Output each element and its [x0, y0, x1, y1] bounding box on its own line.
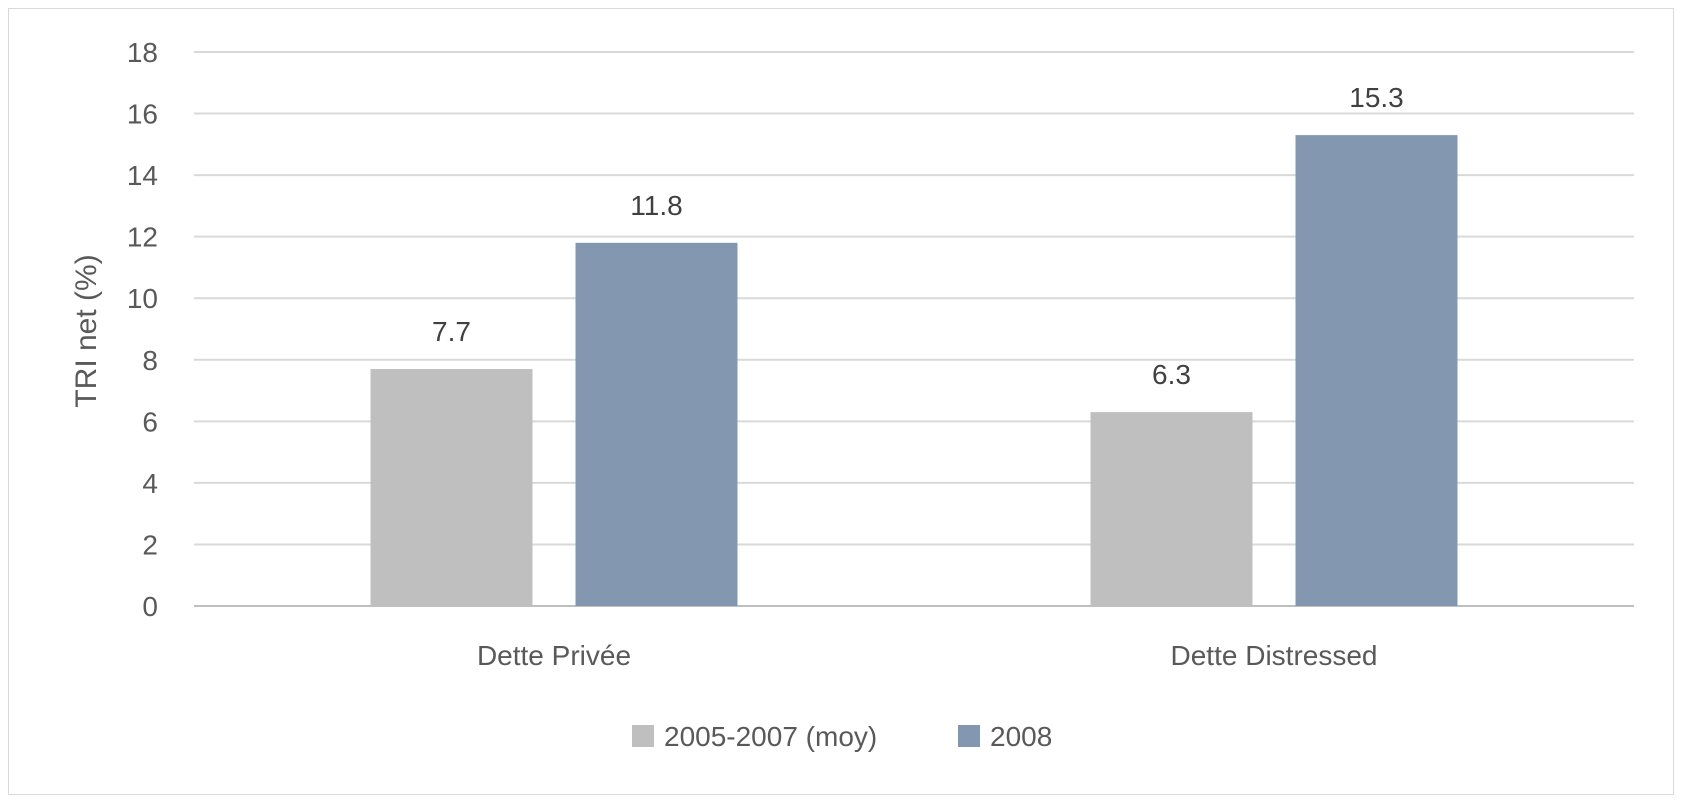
bar — [1295, 135, 1458, 606]
x-category-label: Dette Distressed — [1171, 640, 1378, 671]
y-axis-title: TRI net (%) — [70, 254, 103, 407]
bar — [575, 242, 738, 607]
legend-swatch — [632, 725, 654, 747]
bar — [370, 369, 533, 606]
bar — [1090, 412, 1253, 606]
y-tick-label: 2 — [142, 529, 158, 560]
legend: 2005-2007 (moy) 2008 — [632, 721, 1052, 752]
x-axis-categories: Dette Privée Dette Distressed — [477, 640, 1378, 671]
data-labels: 7.7 11.8 6.3 15.3 — [432, 82, 1404, 390]
y-tick-label: 0 — [142, 591, 158, 622]
y-axis-ticks: 0 2 4 6 8 10 12 14 16 18 — [127, 37, 158, 622]
y-tick-label: 10 — [127, 283, 158, 314]
y-tick-label: 8 — [142, 345, 158, 376]
x-category-label: Dette Privée — [477, 640, 631, 671]
y-tick-label: 18 — [127, 37, 158, 68]
legend-swatch — [958, 725, 980, 747]
bars — [370, 135, 1458, 607]
y-tick-label: 4 — [142, 468, 158, 499]
y-tick-label: 6 — [142, 406, 158, 437]
y-tick-label: 12 — [127, 222, 158, 253]
legend-label: 2005-2007 (moy) — [664, 721, 877, 752]
data-label: 11.8 — [630, 190, 682, 221]
y-tick-label: 14 — [127, 160, 158, 191]
y-tick-label: 16 — [127, 99, 158, 130]
data-label: 6.3 — [1152, 359, 1191, 390]
legend-label: 2008 — [990, 721, 1052, 752]
data-label: 15.3 — [1349, 82, 1404, 113]
data-label: 7.7 — [432, 316, 471, 347]
